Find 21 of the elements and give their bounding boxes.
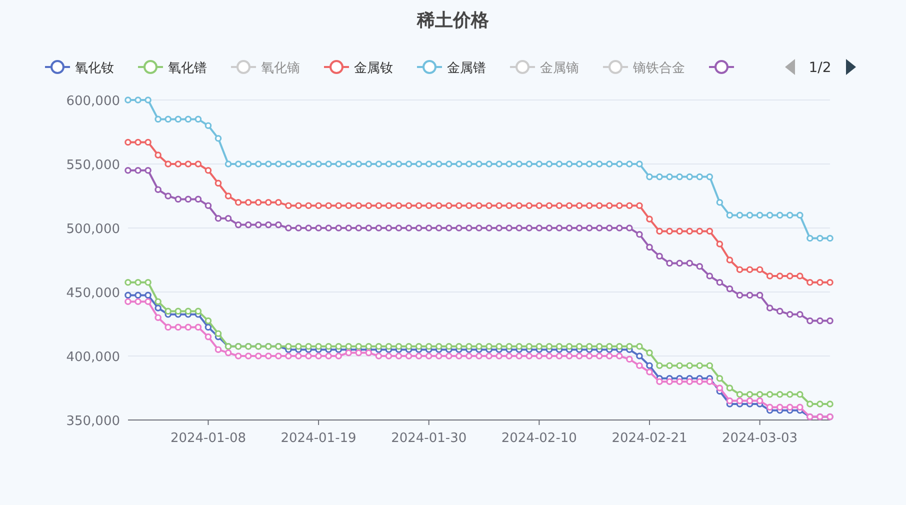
y-tick-label: 600,000: [66, 94, 120, 109]
y-tick-label: 450,000: [66, 286, 120, 301]
x-tick-label: 2024-01-08: [170, 431, 246, 446]
legend-label: 氧化镝: [261, 61, 300, 76]
legend-label: 金属镨: [447, 61, 486, 76]
x-tick-label: 2024-01-30: [391, 431, 467, 446]
x-tick-label: 2024-02-10: [501, 431, 577, 446]
chart-title: 稀土价格: [416, 10, 490, 31]
legend-label: 镝铁合金: [632, 61, 685, 76]
y-tick-label: 350,000: [66, 414, 120, 429]
legend-label: 金属镝: [540, 61, 579, 76]
legend-pager: 1/2: [785, 59, 856, 76]
y-tick-label: 400,000: [66, 350, 120, 365]
y-tick-label: 500,000: [66, 222, 120, 237]
legend-label: 金属钕: [354, 61, 393, 76]
legend-label: 氧化钕: [75, 61, 114, 76]
y-tick-label: 550,000: [66, 158, 120, 173]
legend-label: 氧化镨: [168, 61, 207, 76]
x-tick-label: 2024-01-19: [280, 431, 356, 446]
x-tick-label: 2024-03-03: [722, 431, 798, 446]
x-tick-label: 2024-02-21: [612, 431, 688, 446]
